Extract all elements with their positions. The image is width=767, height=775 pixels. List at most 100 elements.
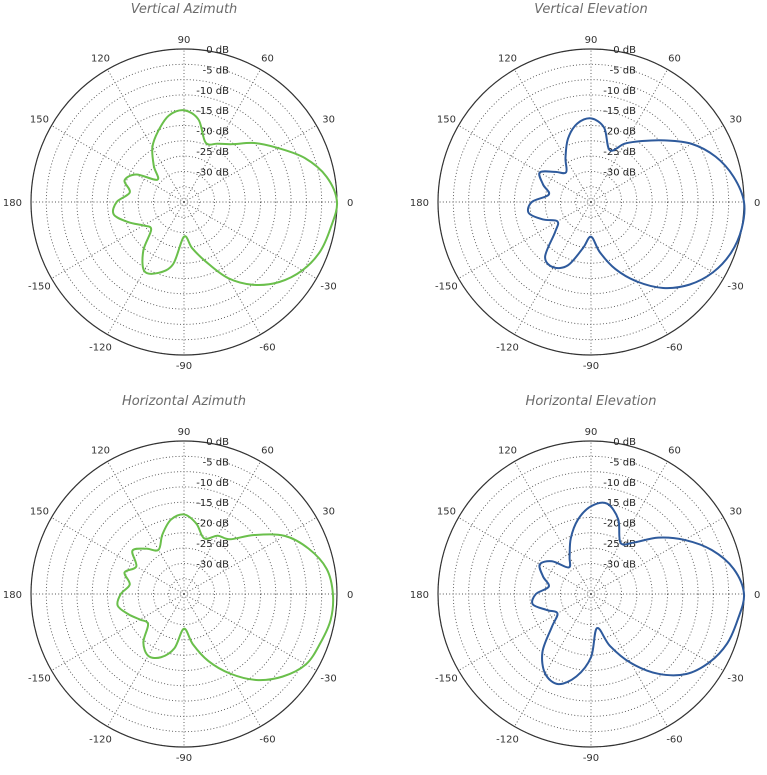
angle-tick-label-120: -120 [89,735,112,746]
grid-ring [76,486,292,702]
grid-ring [91,501,277,687]
polar-plot: Horizontal Elevation 0 30 60 90 120 150 180 -150… [410,394,760,764]
polar-plot: Vertical Elevation 0 30 60 90 120 150 180 -150 -1… [410,2,760,372]
angle-tick-label-0: 0 [347,198,353,209]
radial-label-30-db: -30 dB [603,559,636,570]
radial-label-20-db: -20 dB [196,127,229,138]
angle-tick-label-30: -30 [320,282,336,293]
grid-spoke [590,593,668,727]
grid-ring [575,578,607,610]
angle-tick-label-30: -30 [727,674,743,685]
radial-label-25-db: -25 dB [603,147,636,158]
radial-label-20-db: -20 dB [603,127,636,138]
radial-label-0-db: 0 dB [206,45,229,56]
angle-tick-label-30: 30 [729,507,742,518]
angle-tick-label-60: 60 [668,445,681,456]
radial-label-0-db: 0 dB [206,437,229,448]
radial-label-10-db: -10 dB [603,478,636,489]
angle-tick-label-90: -90 [583,361,599,372]
grid-ring [137,547,231,641]
radial-label-15-db: -15 dB [196,106,229,117]
grid-spoke [458,517,592,595]
chart-title: Vertical Azimuth [131,2,238,17]
polar-plot: Horizontal Azimuth 0 30 60 90 120 150 180 -150 -1… [3,394,353,764]
angle-tick-label-0: 0 [347,590,353,601]
radial-label-15-db: -15 dB [603,106,636,117]
angle-tick-label-90: 90 [585,427,598,438]
pattern-trace-0 [531,501,746,686]
grid-ring [544,155,638,249]
angle-tick-label-30: 30 [322,115,335,126]
angle-tick-label-0: 0 [754,590,760,601]
grid-spoke [458,593,592,671]
grid-spoke [458,201,592,279]
radial-label-30-db: -30 dB [196,167,229,178]
grid-ring [107,125,261,279]
grid-spoke [590,201,668,335]
angle-tick-label-90: -90 [583,753,599,764]
grid-ring [514,125,668,279]
grid-ring [544,547,638,641]
angle-tick-label-180: 180 [3,590,22,601]
radial-label-0-db: 0 dB [613,437,636,448]
pattern-trace-0 [526,117,746,290]
grid-spoke [107,461,185,595]
angle-tick-label-90: -90 [176,361,192,372]
grid-spoke [514,461,592,595]
angle-tick-label-60: -60 [666,735,682,746]
angle-tick-label-150: 150 [437,507,456,518]
angle-tick-label-120: 120 [91,445,110,456]
angle-tick-label-30: 30 [729,115,742,126]
angle-tick-label-30: -30 [727,282,743,293]
angle-tick-label-60: -60 [259,343,275,354]
grid-spoke [183,593,261,727]
angle-tick-label-90: 90 [178,35,191,46]
polar-chart-horizontal-elevation: Horizontal Elevation 0 30 60 90 120 150 180 -150… [407,392,767,775]
angle-tick-label-150: -150 [28,674,51,685]
radial-label-0-db: 0 dB [613,45,636,56]
grid-ring [483,486,699,702]
radial-label-20-db: -20 dB [196,519,229,530]
radial-label-25-db: -25 dB [196,147,229,158]
grid-spoke [458,125,592,203]
angle-tick-label-60: -60 [259,735,275,746]
radial-label-5-db: -5 dB [610,65,636,76]
angle-tick-label-120: 120 [498,53,517,64]
angle-tick-label-90: 90 [178,427,191,438]
outer-ring [30,440,338,748]
angle-tick-label-120: -120 [496,735,519,746]
radial-label-25-db: -25 dB [603,539,636,550]
angle-tick-label-150: 150 [30,115,49,126]
pattern-trace-0 [111,109,339,286]
chart-title: Horizontal Elevation [526,394,657,409]
polar-chart-horizontal-azimuth: Horizontal Azimuth 0 30 60 90 120 150 180 -150 -1… [0,392,383,775]
angle-tick-label-120: -120 [89,343,112,354]
angle-tick-label-120: 120 [498,445,517,456]
grid-ring [107,517,261,671]
grid-spoke [51,201,185,279]
angle-tick-label-150: 150 [437,115,456,126]
radial-label-5-db: -5 dB [203,65,229,76]
angle-tick-label-90: 90 [585,35,598,46]
grid-spoke [514,69,592,203]
radial-label-15-db: -15 dB [603,498,636,509]
radial-label-30-db: -30 dB [196,559,229,570]
grid-spoke [183,201,261,335]
radial-label-10-db: -10 dB [196,478,229,489]
angle-tick-label-150: 150 [30,507,49,518]
grid-ring [498,501,684,687]
radial-label-10-db: -10 dB [196,86,229,97]
radial-label-15-db: -15 dB [196,498,229,509]
grid-ring [483,94,699,310]
grid-ring [168,578,200,610]
grid-ring [498,109,684,295]
grid-ring [76,94,292,310]
angle-tick-label-60: -60 [666,343,682,354]
angle-tick-label-60: 60 [261,53,274,64]
angle-tick-label-150: -150 [28,282,51,293]
grid-ring [514,517,668,671]
angle-tick-label-150: -150 [435,282,458,293]
radial-label-30-db: -30 dB [603,167,636,178]
angle-tick-label-180: 180 [3,198,22,209]
chart-title: Horizontal Azimuth [122,394,246,409]
